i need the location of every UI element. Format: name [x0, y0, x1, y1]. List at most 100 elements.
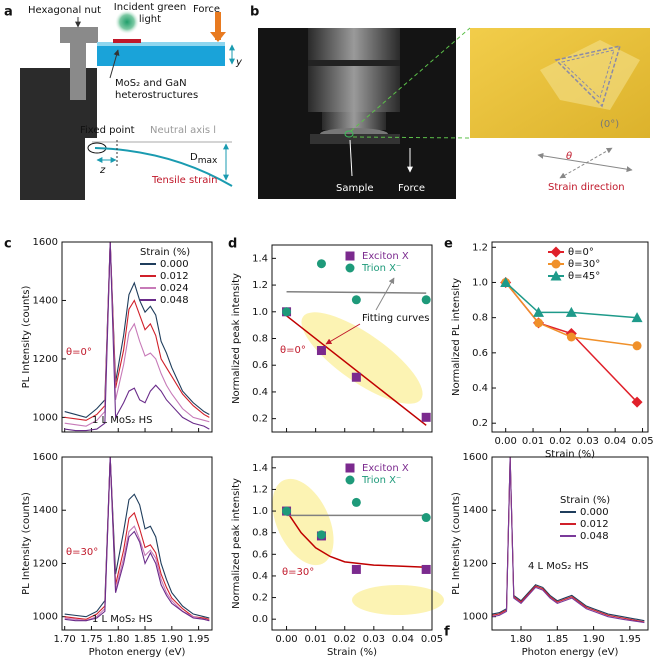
x-tick-label: 0.03 — [363, 634, 385, 645]
panel-letter: b — [250, 5, 259, 20]
schematic — [20, 10, 235, 200]
highlight — [272, 478, 334, 566]
legend-label: Trion X⁻ — [361, 475, 401, 486]
marker — [351, 295, 361, 305]
fit-curve — [285, 510, 427, 569]
label: Tensile strain — [151, 175, 217, 186]
label: Force — [193, 4, 220, 15]
x-tick-label: 0.01 — [522, 436, 544, 447]
y-tick-label: 1400 — [463, 505, 488, 516]
strain-arrow — [559, 147, 613, 179]
y-tick-label: 1000 — [33, 412, 58, 423]
y-tick-label: 1000 — [463, 612, 488, 623]
series-line — [64, 242, 210, 432]
label: Sample — [336, 183, 374, 194]
marker — [421, 564, 431, 574]
label: θ — [566, 151, 572, 162]
label: Incident green — [114, 2, 186, 13]
x-tick-label: 1.80 — [510, 634, 532, 645]
label: Strain direction — [548, 182, 625, 193]
y-axis-label: PL Intensity (counts) — [21, 286, 32, 389]
plot-frame — [271, 456, 433, 631]
marker — [316, 259, 326, 269]
y-axis-label: PL Intensity (counts) — [451, 492, 462, 595]
triangle — [554, 44, 622, 108]
y-tick-label: 1.0 — [472, 277, 488, 288]
label: light — [139, 14, 161, 25]
x-tick-label: 0.00 — [275, 634, 297, 645]
annotation: θ=0° — [280, 345, 306, 356]
annotation: θ=30° — [66, 547, 98, 558]
x-tick-label: 0.04 — [392, 634, 414, 645]
label: Dmax — [190, 152, 218, 166]
y-tick-label: 1.2 — [472, 242, 488, 253]
y-tick-label: 1.2 — [252, 484, 268, 495]
y-tick-label: 0.8 — [472, 313, 488, 324]
marker — [421, 295, 431, 305]
y-tick-label: 0.2 — [252, 414, 268, 425]
series-line — [492, 457, 645, 624]
marker — [351, 497, 361, 507]
marker — [345, 263, 355, 273]
marker — [351, 372, 361, 382]
panel-letter: a — [4, 5, 13, 20]
y-tick-label: 1.4 — [252, 463, 268, 474]
x-tick-label: 1.90 — [161, 634, 183, 645]
marker — [282, 506, 292, 516]
label: (0°) — [600, 119, 619, 130]
marker — [550, 246, 562, 258]
marker — [534, 318, 544, 328]
marker — [351, 564, 361, 574]
label: Neutral axis l — [150, 125, 216, 136]
legend-label: 0.048 — [160, 295, 189, 306]
series-line — [505, 281, 638, 319]
marker — [632, 341, 642, 351]
objective-band — [308, 60, 400, 66]
plot-area — [282, 497, 431, 574]
mount — [20, 68, 97, 200]
y-tick-label: 0.6 — [252, 549, 268, 560]
x-axis-label: Strain (%) — [327, 647, 377, 658]
y-tick-label: 0.0 — [252, 614, 268, 625]
label: Fixed point — [80, 125, 135, 136]
series-line — [505, 281, 638, 347]
nut-head — [60, 27, 98, 43]
x-axis-label: Strain (%) — [545, 449, 595, 460]
y-tick-label: 0.2 — [472, 418, 488, 429]
legend-label: 0.012 — [580, 519, 609, 530]
y-tick-label: 0.6 — [472, 348, 488, 359]
force-arrowhead — [210, 32, 226, 42]
strain-arrow — [537, 152, 633, 173]
annotation: θ=30° — [282, 567, 314, 578]
cantilever-top — [97, 42, 225, 46]
marker — [282, 307, 292, 317]
zoom-line — [352, 136, 471, 139]
x-tick-label: 1.85 — [546, 634, 568, 645]
x-axis-label: Photon energy (eV) — [89, 647, 186, 658]
marker — [551, 259, 561, 269]
legend-label: 0.012 — [160, 271, 189, 282]
y-tick-label: 1600 — [33, 452, 58, 463]
marker — [631, 312, 643, 323]
marker — [533, 306, 545, 317]
legend-label: Exciton X — [362, 463, 409, 474]
panel-letter: c — [4, 237, 12, 252]
series-line — [64, 457, 210, 622]
bent-beam — [94, 147, 233, 187]
panel-letter: d — [228, 237, 237, 252]
x-tick-label: 1.70 — [54, 634, 76, 645]
y-tick-label: 1600 — [463, 452, 488, 463]
marker — [345, 463, 355, 473]
y-tick-label: 1400 — [33, 505, 58, 516]
panel-letter: f — [444, 625, 450, 640]
arrow — [109, 49, 120, 79]
marker — [565, 306, 577, 317]
series-line — [64, 242, 210, 421]
x-tick-label: 0.05 — [631, 436, 653, 447]
photo — [258, 27, 650, 199]
y-tick-label: 1000 — [33, 612, 58, 623]
y-axis-label: Normalized peak intensity — [231, 478, 242, 609]
y-tick-label: 0.6 — [252, 360, 268, 371]
y-tick-label: 0.4 — [472, 383, 488, 394]
